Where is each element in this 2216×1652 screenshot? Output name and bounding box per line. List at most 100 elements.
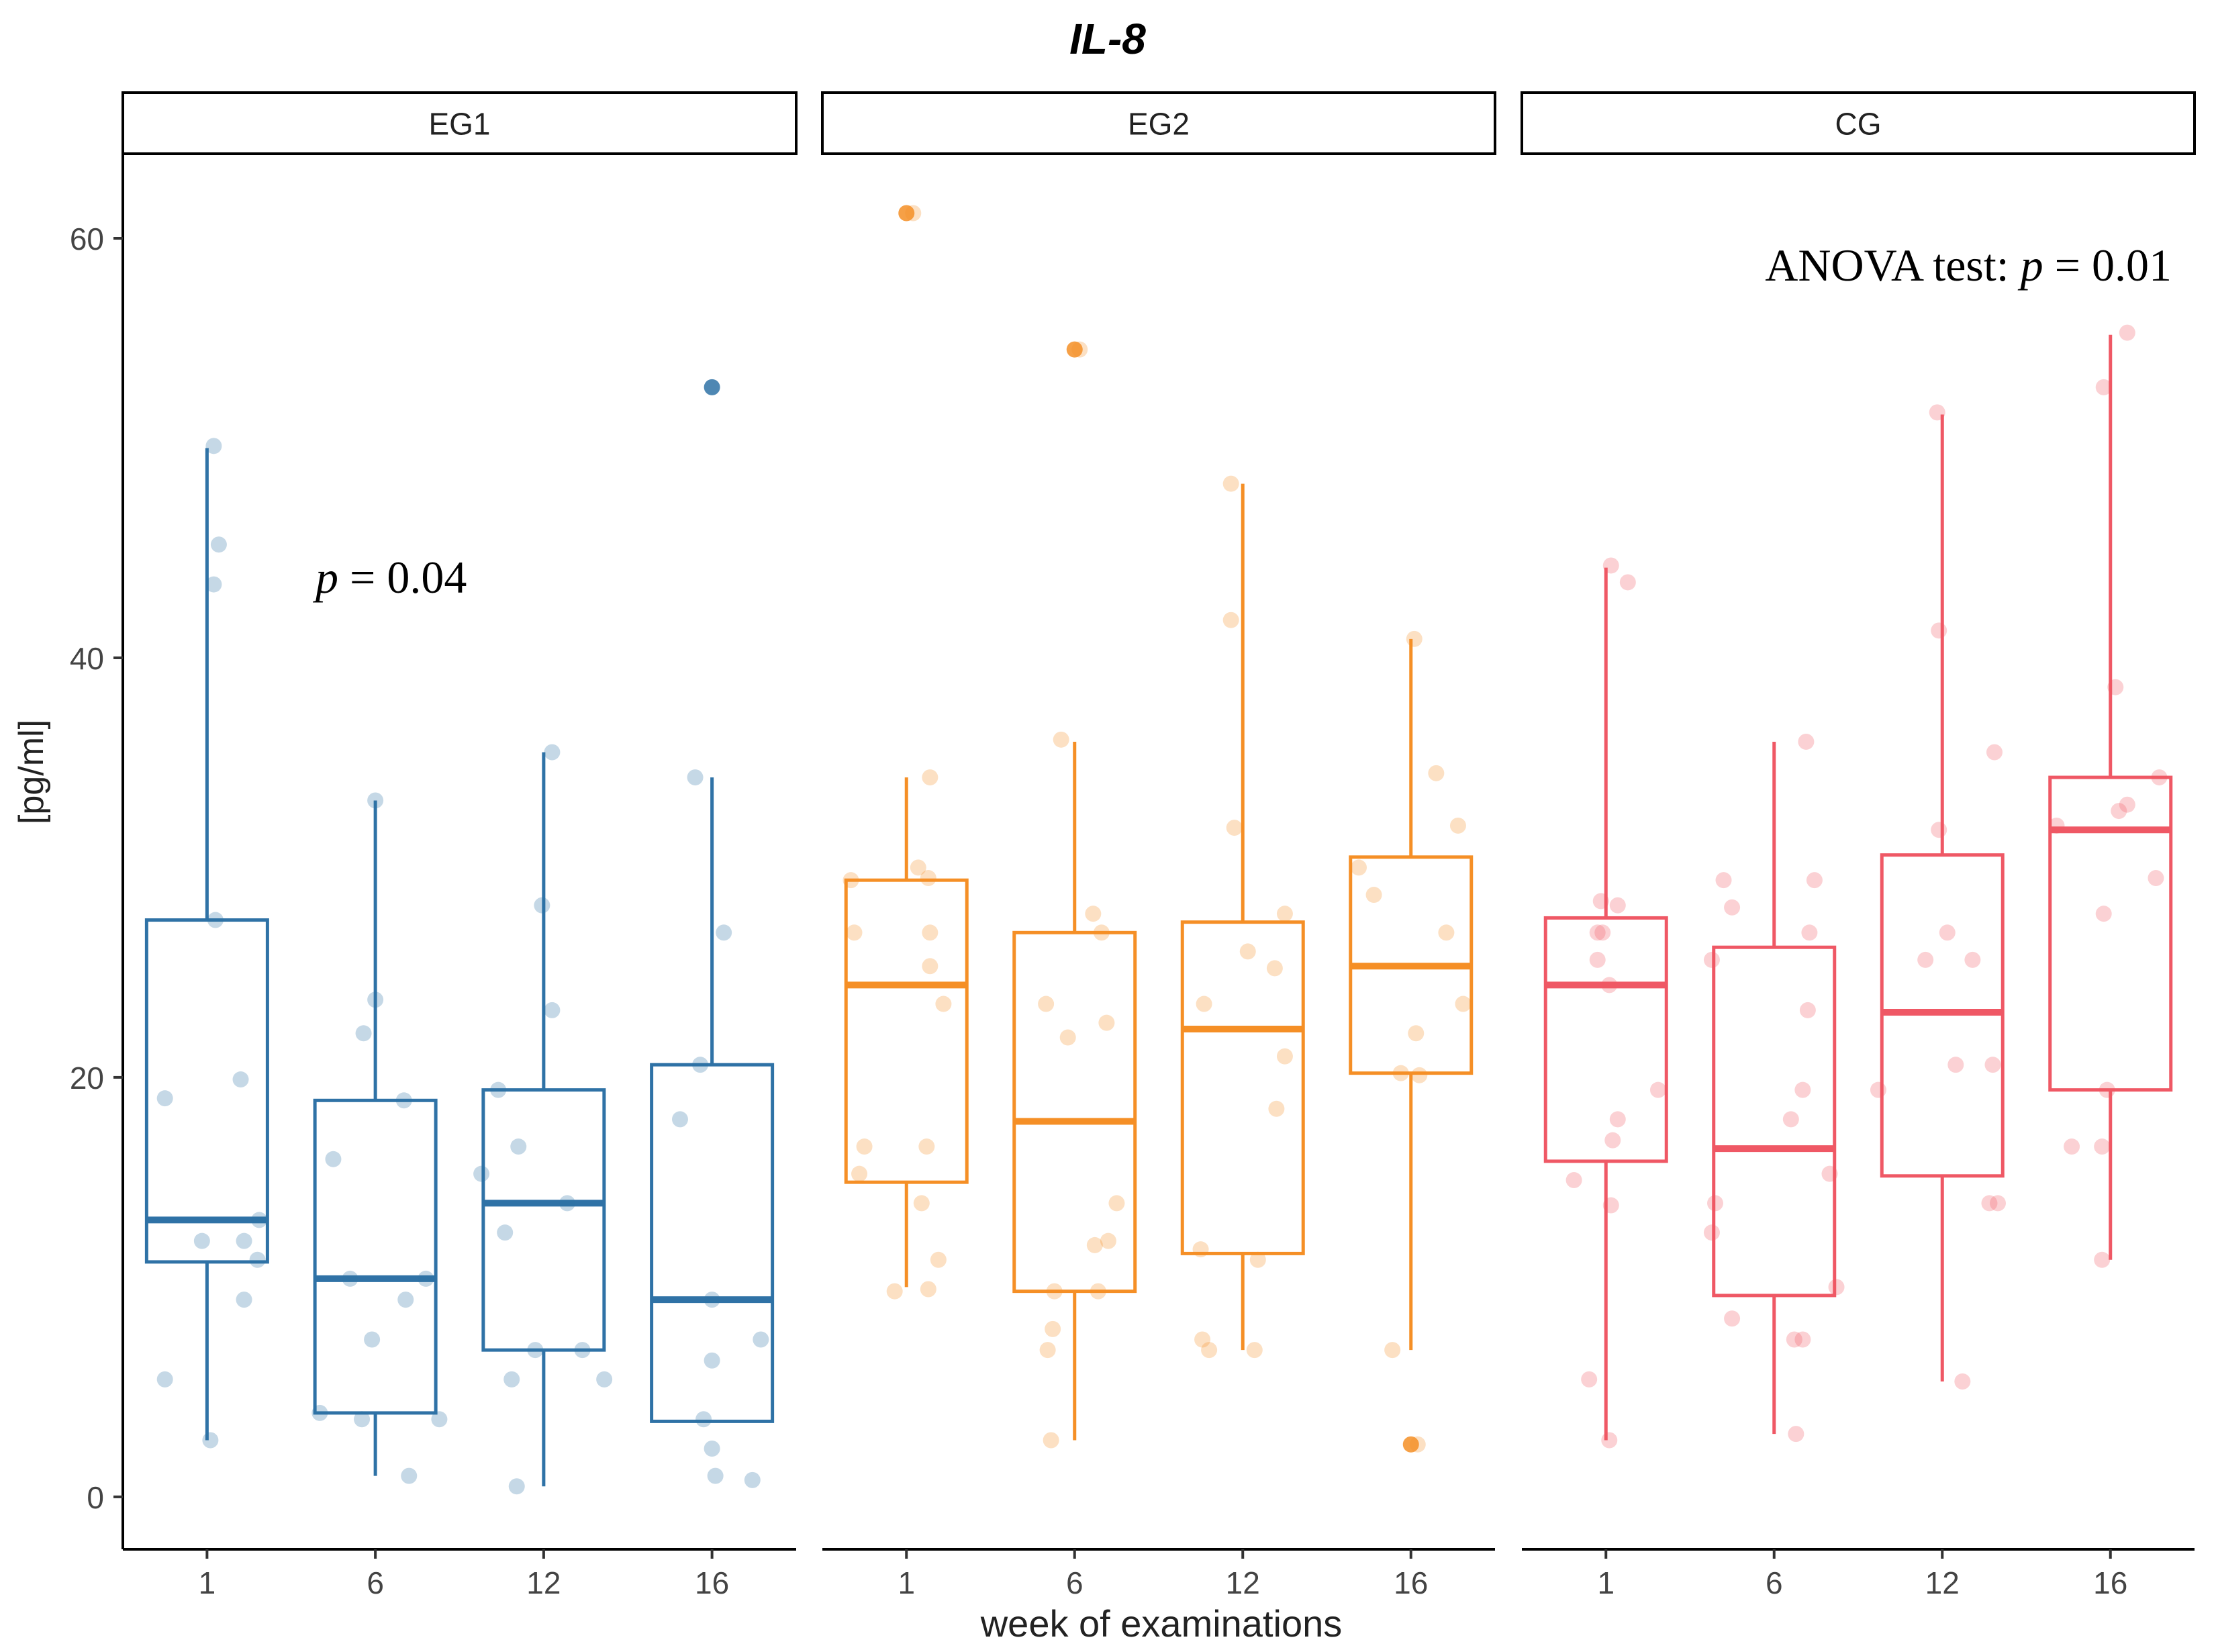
data-point — [1724, 1310, 1741, 1327]
data-point — [596, 1371, 613, 1388]
data-point — [249, 1251, 266, 1268]
data-point — [2119, 324, 2135, 341]
data-point — [1093, 924, 1110, 941]
data-point — [2094, 1138, 2111, 1155]
data-point — [930, 1251, 947, 1268]
data-point — [856, 1138, 873, 1155]
data-point — [744, 1471, 761, 1488]
data-point — [1589, 924, 1606, 941]
data-point — [1268, 1100, 1285, 1117]
data-point — [1601, 977, 1618, 993]
data-point — [1365, 887, 1382, 904]
data-point — [418, 1270, 434, 1287]
data-point — [1984, 1057, 2001, 1073]
data-point — [1196, 995, 1212, 1012]
outlier-point — [704, 379, 720, 395]
data-point — [910, 859, 926, 876]
x-tick-label: 12 — [1925, 1565, 1960, 1600]
data-point — [1059, 1029, 1076, 1046]
box — [481, 1088, 606, 1352]
data-point — [2048, 817, 2065, 834]
data-point — [251, 1212, 268, 1228]
data-point — [232, 1071, 249, 1088]
data-point — [1266, 960, 1283, 977]
data-point — [210, 536, 227, 553]
data-point — [1986, 744, 2003, 761]
x-tick-label: 6 — [1066, 1565, 1083, 1600]
box — [313, 1098, 438, 1415]
data-point — [1724, 899, 1741, 916]
x-tick-label: 1 — [898, 1565, 915, 1600]
data-point — [510, 1138, 527, 1155]
x-tick-label: 1 — [199, 1565, 216, 1600]
data-point — [1609, 897, 1626, 914]
data-point — [1086, 1236, 1103, 1253]
data-point — [1794, 1081, 1811, 1098]
data-point — [922, 769, 938, 786]
box — [650, 1063, 775, 1423]
data-point — [395, 1092, 412, 1109]
x-tick-label: 6 — [367, 1565, 384, 1600]
data-point — [1592, 893, 1609, 910]
data-point — [1917, 951, 1934, 968]
outlier-point — [1402, 1436, 1419, 1453]
facet-label: EG2 — [1128, 107, 1190, 142]
facet-strip — [1521, 91, 2196, 155]
outlier-point — [1066, 341, 1083, 358]
data-point — [1981, 1195, 1998, 1212]
box — [844, 878, 969, 1184]
data-point — [918, 1138, 935, 1155]
data-point — [1046, 1283, 1063, 1300]
data-point — [1449, 817, 1466, 834]
box — [1012, 930, 1137, 1294]
data-point — [1601, 1432, 1618, 1449]
data-point — [1239, 943, 1256, 960]
data-point — [1989, 1195, 2006, 1212]
data-point — [1098, 1014, 1115, 1031]
data-point — [202, 1432, 219, 1449]
y-tick-label: 60 — [70, 222, 104, 256]
data-point — [1090, 1283, 1106, 1300]
data-point — [559, 1195, 575, 1212]
data-point — [1947, 1057, 1964, 1073]
data-point — [1045, 1320, 1061, 1337]
data-point — [355, 1025, 372, 1042]
data-point — [1703, 951, 1720, 968]
data-point — [193, 1232, 210, 1249]
data-point — [753, 1331, 769, 1348]
data-point — [473, 1165, 490, 1182]
data-point — [1594, 924, 1611, 941]
anova-annotation: ANOVA test: p = 0.01 — [1765, 240, 2172, 291]
data-point — [1602, 557, 1619, 574]
x-tick-label: 16 — [2093, 1565, 2127, 1600]
data-point — [1794, 1331, 1811, 1348]
data-point — [1276, 906, 1293, 922]
data-point — [311, 1404, 328, 1421]
data-point — [2151, 769, 2168, 786]
data-point — [1619, 574, 1636, 591]
x-tick-label: 16 — [695, 1565, 729, 1600]
data-point — [1806, 872, 1823, 889]
data-point — [1931, 622, 1947, 639]
data-point — [325, 1151, 342, 1167]
data-point — [156, 1371, 173, 1388]
facet-strip — [821, 91, 1496, 155]
data-point — [1649, 1081, 1666, 1098]
x-tick-label: 12 — [526, 1565, 561, 1600]
data-point — [156, 1090, 173, 1107]
box — [144, 918, 269, 1264]
data-point — [1828, 1279, 1845, 1296]
data-point — [503, 1371, 520, 1388]
data-point — [1801, 924, 1818, 941]
data-point — [1411, 1067, 1428, 1083]
data-point — [2094, 1251, 2111, 1268]
data-point — [1438, 924, 1455, 941]
data-point — [574, 1342, 591, 1359]
data-point — [707, 1467, 724, 1484]
data-point — [935, 995, 952, 1012]
anova-p-symbol: p — [2018, 240, 2043, 291]
data-point — [1226, 820, 1243, 836]
